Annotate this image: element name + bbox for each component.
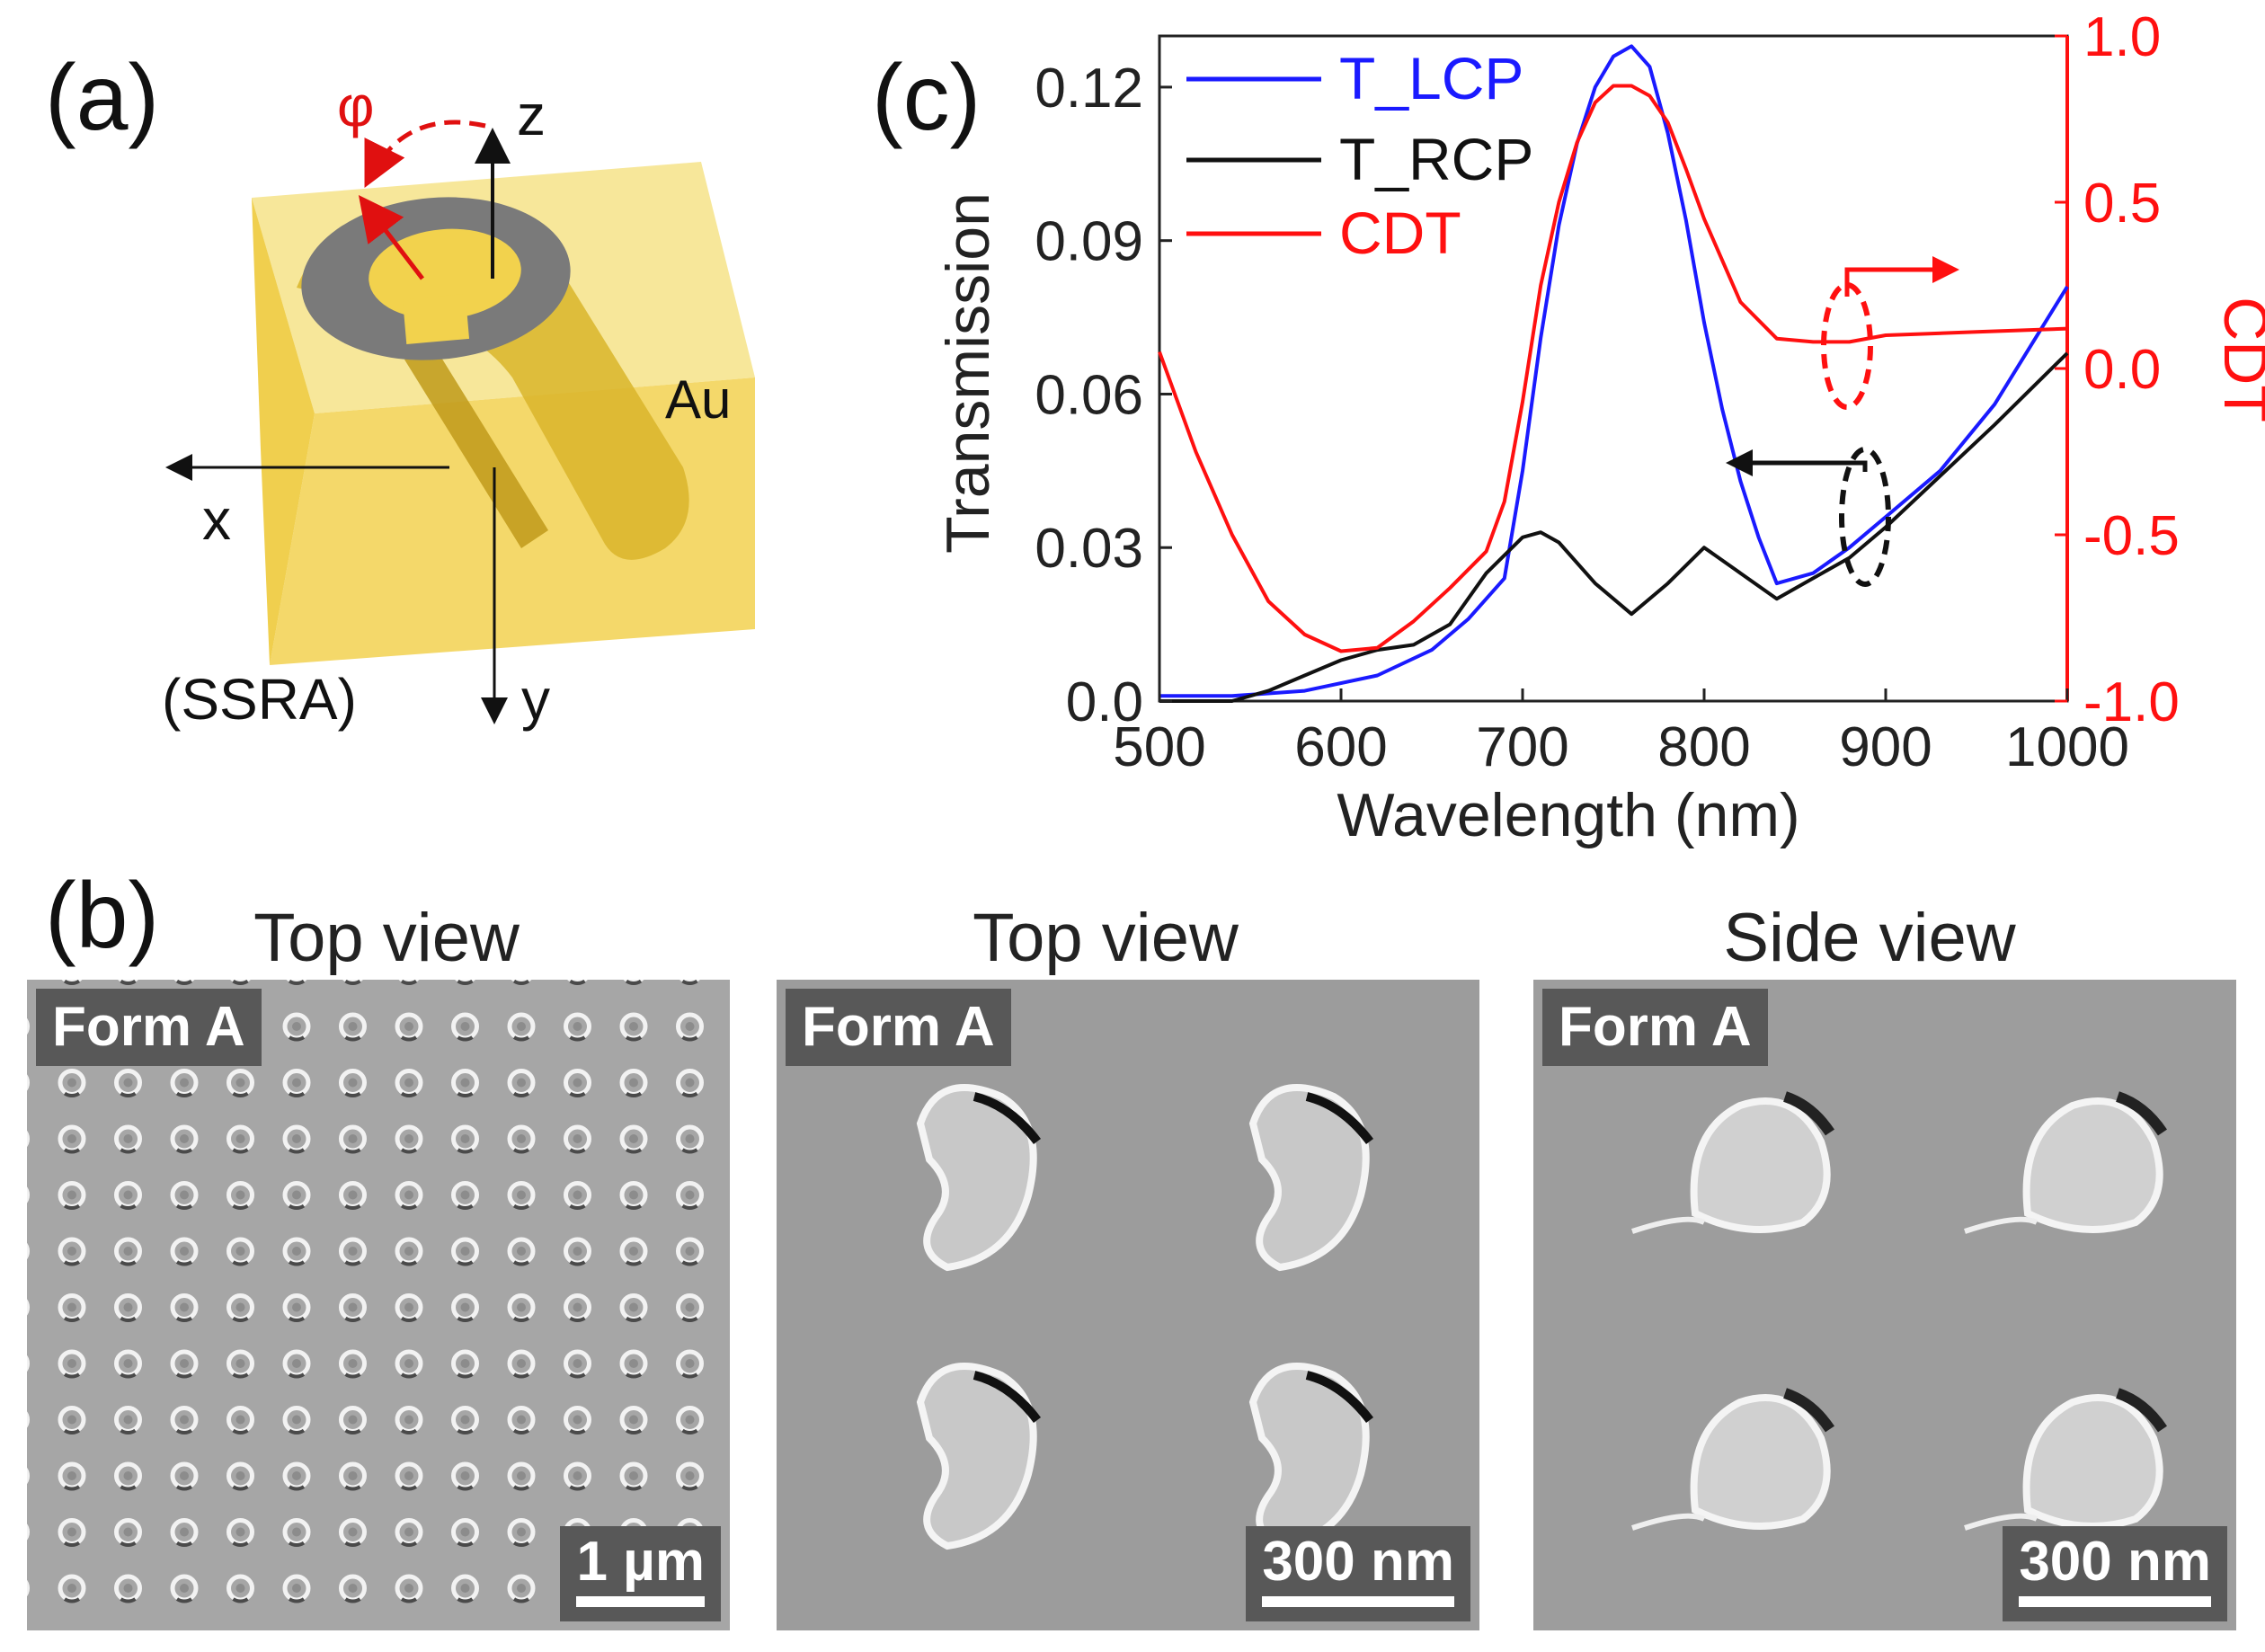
- y-tick-label-3: 0.09: [1035, 211, 1143, 273]
- series-line-t-lcp: [1159, 44, 2069, 698]
- z-label: z: [517, 83, 546, 147]
- ssra-schematic: φ z Au x y (SSRA): [162, 74, 755, 732]
- scale-bar-line-2: [1262, 1596, 1454, 1607]
- panel-label-c: (c): [872, 46, 982, 150]
- x-tick-label-2: 700: [1476, 716, 1568, 778]
- view-title-2: Top view: [973, 900, 1239, 976]
- y2-axis-title: CDT: [2211, 297, 2265, 422]
- ssra-caption: (SSRA): [162, 667, 357, 732]
- y2-tick-label-0: -1.0: [2083, 671, 2180, 733]
- transmission-chart: 500 600 700 800 900 1000 0.0 0.03 0.06 0.09 0.12 -1…: [934, 6, 2265, 849]
- legend-label-cdt: CDT: [1339, 200, 1461, 266]
- x-axis-title: Wavelength (nm): [1337, 781, 1799, 849]
- x-tick-label-5: 1000: [2005, 716, 2129, 778]
- series-line-cdt: [1158, 84, 2068, 653]
- scale-bar-line-1: [576, 1596, 705, 1607]
- view-title-3: Side view: [1723, 900, 2016, 976]
- y2-tick-label-4: 1.0: [2083, 6, 2161, 68]
- y2-tick-label-2: 0.0: [2083, 339, 2161, 401]
- y-tick-label-1: 0.03: [1035, 518, 1143, 580]
- panel-label-a: (a): [45, 46, 160, 150]
- resonator-features-side: [1631, 1091, 2167, 1531]
- resonator-features: [916, 1084, 1373, 1550]
- y2-tick-label-3: 0.5: [2083, 173, 2161, 235]
- panel-label-b: (b): [45, 864, 160, 968]
- sem-image-array-top-view: Form A 1 µm: [27, 980, 730, 1630]
- scale-bar-label-3: 300 nm: [2019, 1531, 2211, 1593]
- legend: T_LCP T_RCP CDT: [1186, 45, 1533, 266]
- y-tick-label-2: 0.06: [1035, 364, 1143, 426]
- x-label: x: [202, 487, 231, 552]
- y-axis-title: Transmission: [934, 192, 1002, 554]
- scale-bar-1: 1 µm: [560, 1526, 721, 1621]
- scale-bar-label-2: 300 nm: [1262, 1531, 1454, 1593]
- scale-bar-3: 300 nm: [2003, 1526, 2227, 1621]
- y-tick-label-0: 0.0: [1066, 671, 1143, 733]
- phi-label: φ: [337, 74, 375, 138]
- plot-frame: [1158, 34, 2069, 703]
- legend-label-lcp: T_LCP: [1339, 45, 1523, 111]
- au-label: Au: [665, 369, 731, 430]
- x-tick-label-4: 900: [1839, 716, 1932, 778]
- scale-bar-2: 300 nm: [1246, 1526, 1470, 1621]
- series-line-t-rcp: [1159, 351, 2069, 703]
- form-tag-1: Form A: [36, 989, 262, 1066]
- scale-bar-label-1: 1 µm: [576, 1531, 705, 1593]
- form-tag-3: Form A: [1542, 989, 1768, 1066]
- sem-image-closeup-top-view: Form A 300 nm: [777, 980, 1479, 1630]
- sem-image-closeup-side-view: Form A 300 nm: [1533, 980, 2236, 1630]
- view-title-1: Top view: [253, 900, 520, 976]
- y2-tick-label-1: -0.5: [2083, 505, 2180, 567]
- y-label: y: [521, 667, 550, 732]
- legend-label-rcp: T_RCP: [1339, 126, 1533, 192]
- cdt-axis-annotation: [1821, 256, 1959, 410]
- scale-bar-line-3: [2019, 1596, 2211, 1607]
- ring-normal-arrow: [358, 195, 424, 280]
- x-tick-label-3: 800: [1657, 716, 1750, 778]
- x-tick-label-1: 600: [1294, 716, 1387, 778]
- y-tick-label-4: 0.12: [1035, 58, 1143, 120]
- x-tick-label-0: 500: [1113, 716, 1205, 778]
- form-tag-2: Form A: [786, 989, 1011, 1066]
- transmission-axis-annotation: [1726, 447, 1891, 587]
